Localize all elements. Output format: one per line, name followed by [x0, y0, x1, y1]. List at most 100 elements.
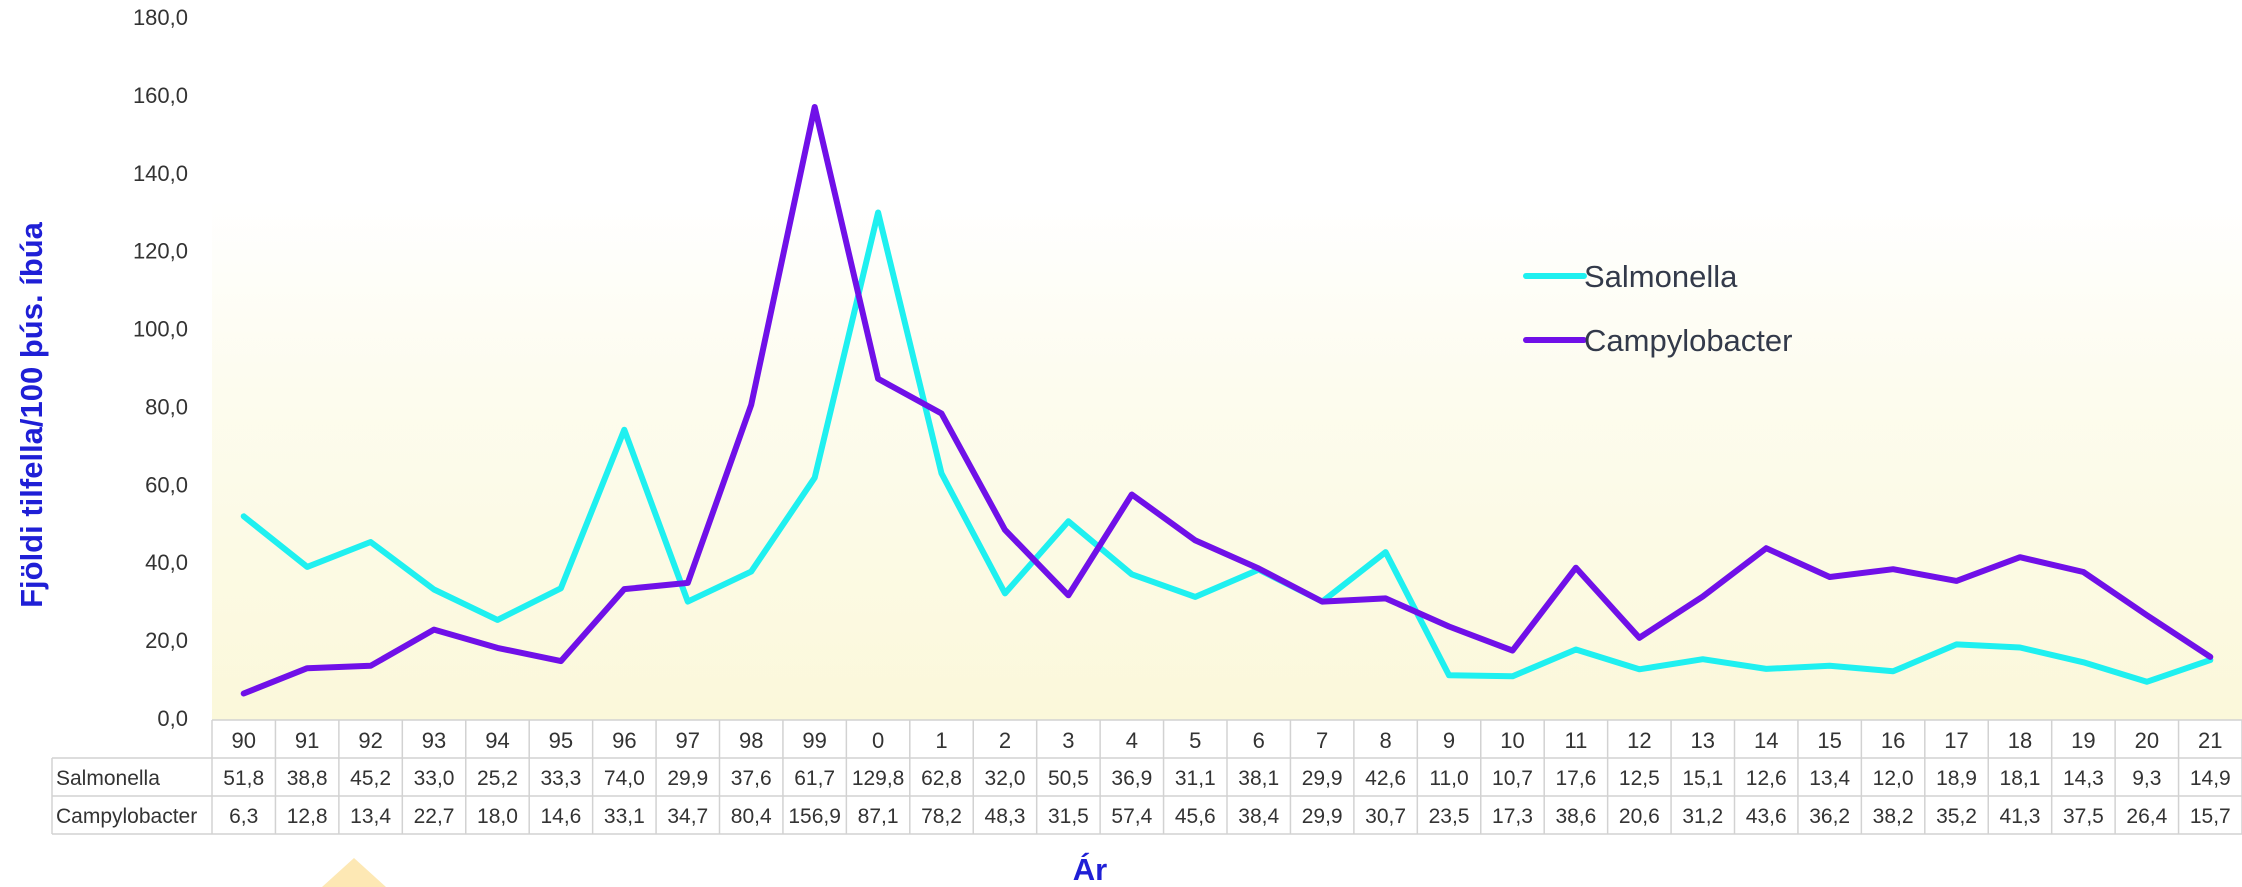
data-table-row-labels: Salmonella Campylobacter [56, 767, 197, 828]
y-tick-label: 160,0 [133, 83, 188, 108]
x-tick-label: 93 [422, 728, 446, 753]
y-tick-label: 0,0 [157, 706, 188, 731]
data-label: 129,8 [852, 767, 905, 790]
x-tick-label: 3 [1062, 728, 1074, 753]
table-row-label: Salmonella [56, 767, 160, 790]
data-label: 12,6 [1746, 767, 1787, 790]
series-lines [240, 104, 2214, 697]
data-label: 33,1 [604, 805, 645, 828]
x-tick-label: 17 [1944, 728, 1968, 753]
x-tick-label: 92 [358, 728, 382, 753]
data-label: 38,1 [1238, 767, 1279, 790]
data-label: 18,9 [1936, 767, 1977, 790]
data-label: 10,7 [1492, 767, 1533, 790]
data-label: 31,2 [1682, 805, 1723, 828]
x-tick-label: 19 [2071, 728, 2095, 753]
data-label: 74,0 [604, 767, 645, 790]
data-label: 14,9 [2190, 767, 2231, 790]
data-label: 38,4 [1238, 805, 1279, 828]
y-tick-label: 60,0 [145, 472, 188, 497]
data-label: 17,6 [1555, 767, 1596, 790]
data-label: 41,3 [2000, 805, 2041, 828]
x-tick-label: 12 [1627, 728, 1651, 753]
data-label: 31,1 [1175, 767, 1216, 790]
data-label: 38,8 [287, 767, 328, 790]
data-label: 14,6 [540, 805, 581, 828]
x-tick-label: 16 [1881, 728, 1905, 753]
data-label: 87,1 [858, 805, 899, 828]
data-label: 33,3 [540, 767, 581, 790]
data-label: 29,9 [1302, 767, 1343, 790]
x-tick-label: 11 [1564, 728, 1587, 753]
decorative-triangle [322, 858, 386, 887]
y-tick-label: 180,0 [133, 5, 188, 30]
data-label: 11,0 [1429, 767, 1468, 790]
y-tick-label: 40,0 [145, 550, 188, 575]
data-label: 6,3 [229, 805, 258, 828]
x-tick-label: 98 [739, 728, 763, 753]
data-label: 61,7 [794, 767, 835, 790]
data-label: 13,4 [1809, 767, 1850, 790]
y-tick-label: 80,0 [145, 394, 188, 419]
x-tick-label: 90 [231, 728, 255, 753]
data-label: 29,9 [667, 767, 708, 790]
data-label: 22,7 [414, 805, 455, 828]
x-tick-label: 2 [999, 728, 1011, 753]
x-tick-label: 94 [485, 728, 509, 753]
x-tick-label: 15 [1817, 728, 1841, 753]
x-tick-label: 1 [935, 728, 947, 753]
data-label: 48,3 [985, 805, 1026, 828]
x-tick-label: 96 [612, 728, 636, 753]
data-label: 57,4 [1111, 805, 1152, 828]
data-label: 43,6 [1746, 805, 1787, 828]
data-label: 36,2 [1809, 805, 1850, 828]
table-row-label: Campylobacter [56, 805, 197, 828]
data-label: 37,5 [2063, 805, 2104, 828]
y-tick-label: 140,0 [133, 161, 188, 186]
x-tick-label: 91 [295, 728, 319, 753]
x-tick-label: 95 [549, 728, 573, 753]
data-label: 15,1 [1682, 767, 1723, 790]
series-line-salmonella [240, 209, 2214, 685]
legend-label: Salmonella [1584, 259, 1738, 294]
data-label: 50,5 [1048, 767, 1089, 790]
data-label: 23,5 [1429, 805, 1470, 828]
data-label: 37,6 [731, 767, 772, 790]
data-label: 51,8 [223, 767, 264, 790]
x-tick-label: 20 [2135, 728, 2159, 753]
y-tick-label: 20,0 [145, 628, 188, 653]
data-label: 25,2 [477, 767, 518, 790]
data-label: 31,5 [1048, 805, 1089, 828]
data-label: 45,2 [350, 767, 391, 790]
data-label: 42,6 [1365, 767, 1406, 790]
data-label: 18,1 [2000, 767, 2041, 790]
data-label: 35,2 [1936, 805, 1977, 828]
data-label: 36,9 [1111, 767, 1152, 790]
x-tick-label: 13 [1691, 728, 1715, 753]
y-axis-title: Fjöldi tilfella/100 þús. íbúa [14, 221, 49, 608]
y-tick-label: 100,0 [133, 317, 188, 342]
plot-area-background [212, 200, 2242, 720]
x-tick-label: 0 [872, 728, 884, 753]
x-axis-title: Ár [1073, 852, 1107, 887]
x-axis-category-labels: 90 91 92 93 94 95 96 97 98 99 0 1 2 3 4 5 6 7 8 9 10 11 12 13 14… [231, 728, 2222, 753]
data-label: 18,0 [477, 805, 518, 828]
data-label: 38,6 [1555, 805, 1596, 828]
data-label: 38,2 [1873, 805, 1914, 828]
x-tick-label: 6 [1253, 728, 1265, 753]
data-label: 45,6 [1175, 805, 1216, 828]
y-axis-ticks: 0,0 20,0 40,0 60,0 80,0 100,0 120,0 140,0 160,0 1… [133, 5, 188, 731]
data-label: 12,8 [287, 805, 328, 828]
x-tick-label: 10 [1500, 728, 1524, 753]
data-label: 34,7 [667, 805, 708, 828]
data-label: 14,3 [2063, 767, 2104, 790]
data-label: 15,7 [2190, 805, 2231, 828]
data-label: 9,3 [2132, 767, 2161, 790]
x-tick-label: 5 [1189, 728, 1201, 753]
x-tick-label: 4 [1126, 728, 1138, 753]
data-label: 26,4 [2126, 805, 2167, 828]
data-label: 32,0 [985, 767, 1026, 790]
x-tick-label: 9 [1443, 728, 1455, 753]
legend: Salmonella Campylobacter [1523, 259, 1792, 358]
